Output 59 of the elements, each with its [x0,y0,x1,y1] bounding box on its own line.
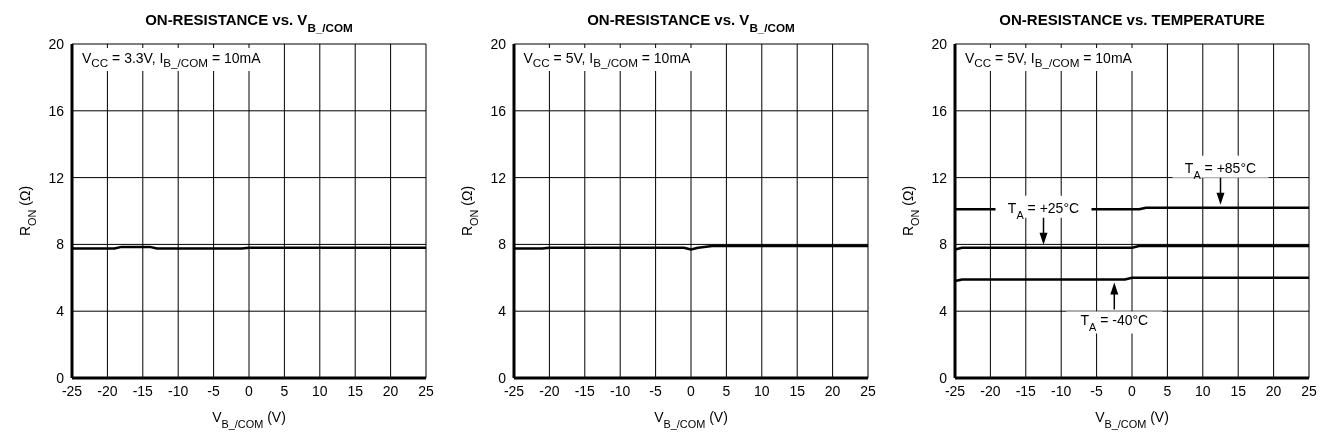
x-axis-title: V$_{B_/COM}$ (V) [212,409,286,430]
annotation: V$_{CC}$ = 5V, I$_{B_/COM}$ = 10mA [517,48,697,71]
annotation: T$_{A}$ = +25°C [1007,199,1080,221]
y-tick-label: 0 [497,369,506,386]
y-tick-label: 12 [48,169,65,186]
y-tick-label: 4 [497,303,506,320]
x-tick-label: -15 [574,382,595,399]
x-tick-label: 15 [788,382,805,399]
x-tick-label: 0 [245,382,254,399]
x-tick-label: -10 [168,382,189,399]
annotation: V$_{CC}$ = 5V, I$_{B_/COM}$ = 10mA [959,48,1138,71]
x-tick-label: -5 [1090,382,1104,399]
x-tick-label: -20 [538,382,560,399]
x-tick-label: 10 [312,382,328,399]
x-tick-label: 15 [1230,382,1247,399]
x-tick-label: 10 [753,382,770,399]
y-tick-label: 4 [939,303,948,320]
x-tick-label: 10 [1195,382,1211,399]
y-tick-label: 16 [48,102,65,119]
x-tick-label: 25 [1301,382,1317,399]
x-axis-title: V$_{B_/COM}$ (V) [653,409,728,430]
x-tick-label: -15 [1015,382,1037,399]
x-tick-label: 5 [280,382,289,399]
x-tick-label: 25 [859,382,876,399]
y-tick-label: 20 [48,35,65,52]
x-tick-label: -20 [980,382,1001,399]
y-tick-label: 8 [939,236,948,253]
y-tick-label: 8 [56,236,65,253]
x-tick-label: -25 [503,382,524,399]
x-tick-label: 20 [1265,382,1282,399]
x-tick-label: 0 [1128,382,1137,399]
x-tick-label: 20 [382,382,399,399]
y-tick-label: 12 [489,169,506,186]
chart-title: ON-RESISTANCE vs. V$_{B_/COM}$ [586,11,795,34]
x-tick-label: -10 [1051,382,1072,399]
y-tick-label: 4 [56,303,65,320]
chart-title: ON-RESISTANCE vs. V$_{B_/COM}$ [145,11,353,34]
x-tick-label: 0 [686,382,695,399]
y-tick-label: 16 [931,102,948,119]
annotation: T$_{A}$ = +85°C [1184,159,1257,181]
x-tick-label: 20 [824,382,841,399]
y-tick-label: 20 [489,35,506,52]
y-tick-label: 16 [489,102,506,119]
x-tick-label: -15 [132,382,154,399]
y-tick-label: 12 [931,169,948,186]
x-tick-label: 25 [418,382,434,399]
x-axis-title: V$_{B_/COM}$ (V) [1095,409,1169,430]
x-tick-label: -5 [648,382,662,399]
x-tick-label: -5 [207,382,221,399]
chart-title: ON-RESISTANCE vs. TEMPERATURE [999,11,1265,28]
x-tick-label: -10 [609,382,631,399]
x-tick-label: 5 [722,382,730,399]
x-tick-label: -20 [97,382,118,399]
y-tick-label: 8 [497,236,506,253]
annotation: V$_{CC}$ = 3.3V, I$_{B_/COM}$ = 10mA [76,48,267,71]
annotation: T$_{A}$ = -40°C [1080,312,1149,334]
x-tick-label: 15 [347,382,364,399]
x-tick-label: 5 [1163,382,1172,399]
y-tick-label: 20 [931,35,948,52]
